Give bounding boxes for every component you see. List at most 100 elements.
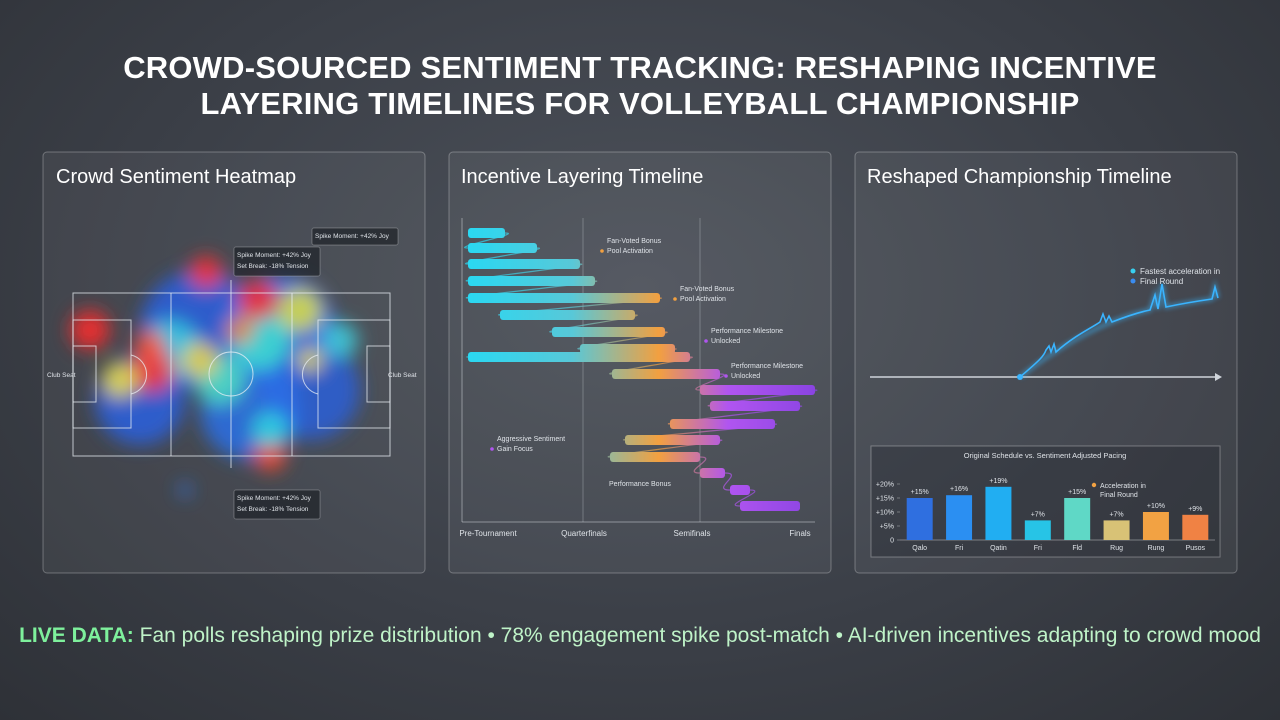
legend-text: Fastest acceleration in [1140, 267, 1220, 276]
x-tick-label: Pusos [1186, 545, 1206, 552]
panel [448, 151, 832, 574]
value-label: +15% [911, 489, 929, 496]
incentive-bar [625, 435, 720, 445]
heat-blob [254, 439, 286, 471]
legend-text: Acceleration in [1100, 483, 1146, 490]
connector [707, 389, 818, 407]
value-label: +15% [1068, 489, 1086, 496]
legend-dot [1091, 482, 1097, 488]
panel [854, 151, 1238, 574]
annotation-text: Performance Milestone [731, 363, 803, 370]
annotation-text: Gain Focus [497, 446, 533, 453]
annotation-dot [673, 297, 677, 301]
connector [723, 472, 732, 491]
callout-box [233, 246, 321, 277]
annotation-text: Pool Activation [680, 296, 726, 303]
curve-start [1017, 374, 1023, 380]
x-tick-label: Fld [1072, 545, 1082, 552]
heat-blob [130, 348, 174, 392]
heat-blob [226, 316, 254, 344]
value-label: +10% [1147, 503, 1165, 510]
footer-lead: LIVE DATA: [19, 624, 134, 647]
incentive-bar [552, 327, 665, 337]
callout-box [233, 489, 321, 520]
incentive-bar [740, 501, 800, 511]
incentive-bar [700, 385, 815, 395]
incentive-bar [670, 419, 775, 429]
heat-layer [70, 256, 360, 496]
stage-label: Pre-Tournament [459, 529, 517, 538]
annotation-text: Performance Milestone [711, 328, 783, 335]
heat-blob [252, 412, 288, 448]
bar [1182, 514, 1209, 540]
annotation-text: Pool Activation [607, 248, 653, 255]
legend-dot [1130, 278, 1136, 284]
y-tick-label: +20% [876, 482, 894, 489]
incentive-bar [468, 293, 660, 303]
heat-blob [135, 330, 165, 360]
annotation-text: Performance Bonus [609, 481, 671, 488]
annotation-text: Unlocked [731, 373, 760, 380]
bar [906, 498, 933, 540]
y-tick-label: +15% [876, 496, 894, 503]
connector [577, 331, 668, 350]
x-tick-label: Qalo [912, 545, 927, 552]
panel-title: Crowd Sentiment Heatmap [56, 166, 296, 188]
callout-text: Set Break: -18% Tension [237, 506, 309, 513]
incentive-bar [468, 276, 595, 286]
callout-text: Spike Moment: +42% Joy [315, 233, 390, 240]
callout-box [311, 227, 399, 246]
incentive-bar [612, 369, 720, 379]
annotation-dot [600, 249, 604, 253]
bar [1103, 520, 1130, 540]
y-tick-label: +5% [880, 524, 894, 531]
x-tick-label: Qatin [990, 545, 1007, 552]
annotation-text: Fan-Voted Bonus [680, 286, 735, 293]
connector [607, 439, 723, 458]
heat-blob [179, 484, 191, 496]
heat-blob [182, 342, 218, 378]
x-tick-label: Fri [1034, 545, 1043, 552]
y-tick-label: 0 [890, 538, 894, 545]
stage-label: Quarterfinals [561, 529, 607, 538]
incentive-bar [468, 243, 537, 253]
connector [609, 356, 693, 375]
sentiment-curve [1019, 283, 1219, 378]
side-label: Club Seat [47, 372, 76, 379]
annotation-text: Unlocked [711, 338, 740, 345]
bar [1064, 498, 1091, 540]
heat-blob [238, 280, 278, 320]
heat-blob [278, 288, 322, 332]
heat-blob [190, 256, 222, 288]
incentive-bar [710, 401, 800, 411]
x-tick-label: Fri [955, 545, 964, 552]
bar-chart-title: Original Schedule vs. Sentiment Adjusted… [964, 451, 1127, 460]
bar [946, 495, 973, 540]
stage-label: Semifinals [674, 529, 711, 538]
heatmap-labels: Spike Moment: +42% Joy Spike Moment: +42%… [47, 227, 417, 520]
callout-text: Spike Moment: +42% Joy [237, 252, 312, 259]
incentive-bar [468, 259, 580, 269]
footer-text: Fan polls reshaping prize distribution •… [133, 624, 1261, 647]
callout-text: Spike Moment: +42% Joy [237, 495, 312, 502]
annotation-dot [704, 339, 708, 343]
court-lines [72, 280, 391, 468]
connector [693, 456, 707, 474]
connector [695, 373, 725, 391]
annotation-dot [724, 374, 728, 378]
annotation-text: Aggressive Sentiment [497, 436, 565, 443]
x-tick-label: Rung [1148, 545, 1165, 552]
connector [734, 489, 756, 507]
annotation-dot [490, 447, 494, 451]
bar [1142, 512, 1169, 540]
incentive-bar [610, 452, 700, 462]
page-title: CROWD-SOURCED SENTIMENT TRACKING: RESHAP… [123, 50, 1157, 121]
annotation-text: Fan-Voted Bonus [607, 238, 662, 245]
incentive-bar [500, 310, 635, 320]
connector [549, 314, 638, 333]
incentive-bar [730, 485, 750, 495]
bar [985, 486, 1012, 540]
timeline: Pre-Tournament Quarterfinals Semifinals Fin… [459, 228, 818, 538]
